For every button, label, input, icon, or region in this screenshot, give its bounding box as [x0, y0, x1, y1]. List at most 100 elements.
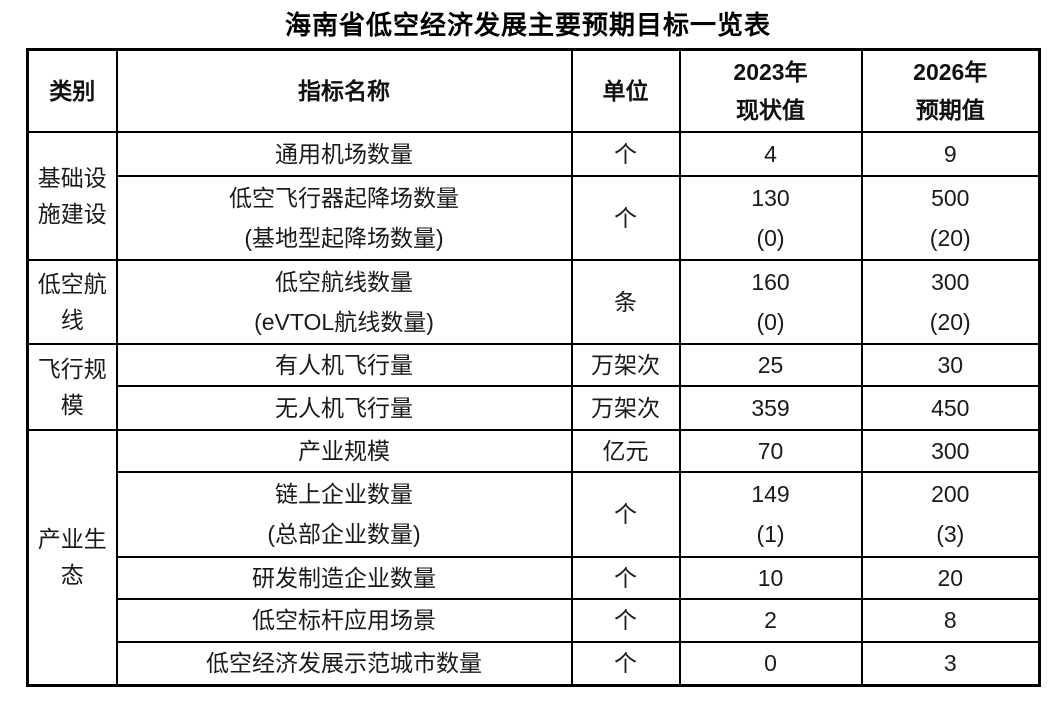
category-cell-flight-scale: 飞行规模 — [26, 342, 118, 431]
table-row: 低空经济发展示范城市数量 个 0 3 — [28, 640, 1041, 687]
unit-cell: 个 — [570, 174, 681, 261]
header-row: 类别 指标名称 单位 2023年 现状值 2026年 预期值 — [26, 48, 1041, 133]
value-line: (0) — [756, 224, 785, 251]
unit-cell: 亿元 — [570, 428, 681, 473]
table-row: 飞行规模 有人机飞行量 万架次 25 30 — [26, 342, 1041, 431]
indicator-line: 研发制造企业数量 — [252, 564, 436, 591]
value-line: (3) — [936, 521, 965, 547]
unit-cell: 万架次 — [570, 342, 681, 387]
indicator-cell: 无人机飞行量 — [115, 384, 573, 431]
indicator-line: 低空飞行器起降场数量 — [229, 184, 459, 211]
value-line: 300 — [931, 268, 970, 295]
indicator-line: (eVTOL航线数量) — [254, 308, 434, 335]
indicator-cell: 有人机飞行量 — [115, 342, 573, 387]
value-line: 149 — [751, 481, 790, 507]
indicator-cell: 低空经济发展示范城市数量 — [115, 640, 573, 687]
header-2023-line1: 2023年 — [733, 58, 808, 85]
header-indicator: 指标名称 — [115, 48, 573, 133]
unit-cell: 个 — [570, 470, 681, 558]
value-2026-cell: 9 — [860, 130, 1041, 177]
value-2023-cell: 4 — [678, 130, 863, 177]
table-row: 无人机飞行量 万架次 359 450 — [28, 384, 1041, 431]
value-2026-cell: 200 (3) — [860, 470, 1041, 558]
value-line: 9 — [943, 140, 957, 167]
value-2023-cell: 149 (1) — [678, 470, 863, 558]
value-line: (20) — [929, 224, 971, 251]
value-2026-cell: 450 — [860, 384, 1041, 431]
indicator-cell: 链上企业数量 (总部企业数量) — [115, 470, 573, 558]
category-cell-industry-ecology: 产业生态 — [26, 428, 118, 687]
value-line: 160 — [751, 268, 790, 295]
value-line: 450 — [931, 394, 970, 421]
header-2026-line2: 预期值 — [915, 96, 985, 123]
indicator-line: 低空标杆应用场景 — [252, 607, 436, 633]
unit-cell: 条 — [570, 258, 681, 345]
value-line: (20) — [929, 308, 971, 335]
value-line: 300 — [931, 437, 970, 464]
value-2023-cell: 130 (0) — [678, 174, 863, 261]
value-2023-cell: 359 — [678, 384, 863, 431]
value-2026-cell: 500 (20) — [860, 174, 1041, 261]
table-row: 低空飞行器起降场数量 (基地型起降场数量) 个 130 (0) 500 (20) — [28, 174, 1041, 261]
value-line: 25 — [757, 351, 784, 378]
indicator-cell: 低空航线数量 (eVTOL航线数量) — [115, 258, 573, 345]
unit-cell: 个 — [570, 555, 681, 600]
indicator-cell: 低空飞行器起降场数量 (基地型起降场数量) — [115, 174, 573, 261]
targets-table: 类别 指标名称 单位 2023年 现状值 2026年 预期值 基础设施建设 通用… — [26, 48, 1041, 687]
value-2026-cell: 20 — [860, 555, 1041, 600]
value-2026-cell: 8 — [860, 597, 1041, 643]
category-cell-routes: 低空航线 — [26, 258, 118, 345]
value-2023-cell: 160 (0) — [678, 258, 863, 345]
value-2026-cell: 300 (20) — [860, 258, 1041, 345]
indicator-cell: 通用机场数量 — [115, 130, 573, 177]
indicator-line: (总部企业数量) — [267, 521, 421, 547]
table-row: 研发制造企业数量 个 10 20 — [28, 555, 1041, 600]
header-2026-line1: 2026年 — [913, 58, 988, 85]
table-row: 链上企业数量 (总部企业数量) 个 149 (1) 200 (3) — [28, 470, 1041, 558]
page-title: 海南省低空经济发展主要预期目标一览表 — [284, 10, 771, 40]
value-line: (1) — [756, 521, 785, 547]
value-line: 130 — [751, 184, 790, 211]
table-row: 低空航线 低空航线数量 (eVTOL航线数量) 条 160 (0) 300 (2… — [26, 258, 1041, 345]
unit-cell: 万架次 — [570, 384, 681, 431]
value-line: 30 — [937, 351, 964, 378]
value-line: 10 — [757, 564, 784, 591]
indicator-cell: 产业规模 — [115, 428, 573, 473]
indicator-line: 产业规模 — [298, 437, 390, 464]
indicator-line: 链上企业数量 — [275, 481, 413, 507]
value-line: 70 — [757, 437, 784, 464]
value-line: 500 — [931, 184, 970, 211]
value-2023-cell: 2 — [678, 597, 863, 643]
value-line: 359 — [751, 394, 790, 421]
unit-cell: 个 — [570, 130, 681, 177]
value-line: 2 — [764, 607, 777, 633]
indicator-cell: 低空标杆应用场景 — [115, 597, 573, 643]
value-2023-cell: 0 — [678, 640, 863, 687]
header-2023: 2023年 现状值 — [678, 48, 863, 133]
indicator-line: (基地型起降场数量) — [244, 224, 444, 251]
value-2023-cell: 70 — [678, 428, 863, 473]
value-line: 0 — [764, 650, 777, 677]
value-line: (0) — [756, 308, 785, 335]
category-cell-infrastructure: 基础设施建设 — [26, 130, 118, 261]
header-2023-line2: 现状值 — [736, 96, 805, 123]
header-category: 类别 — [26, 48, 118, 133]
table-row: 产业生态 产业规模 亿元 70 300 — [26, 428, 1041, 687]
indicator-line: 无人机飞行量 — [275, 394, 413, 421]
value-line: 4 — [764, 140, 777, 167]
indicator-cell: 研发制造企业数量 — [115, 555, 573, 600]
value-line: 3 — [943, 650, 957, 677]
value-2023-cell: 25 — [678, 342, 863, 387]
value-2023-cell: 10 — [678, 555, 863, 600]
value-2026-cell: 300 — [860, 428, 1041, 473]
value-line: 200 — [931, 481, 970, 507]
value-2026-cell: 3 — [860, 640, 1041, 687]
indicator-line: 有人机飞行量 — [275, 351, 413, 378]
unit-cell: 个 — [570, 640, 681, 687]
value-2026-cell: 30 — [860, 342, 1041, 387]
value-line: 20 — [937, 564, 964, 591]
indicator-line: 低空航线数量 — [275, 268, 413, 295]
indicator-line: 通用机场数量 — [275, 140, 413, 167]
table-row: 基础设施建设 通用机场数量 个 4 9 — [26, 130, 1041, 261]
value-line: 8 — [943, 607, 957, 633]
